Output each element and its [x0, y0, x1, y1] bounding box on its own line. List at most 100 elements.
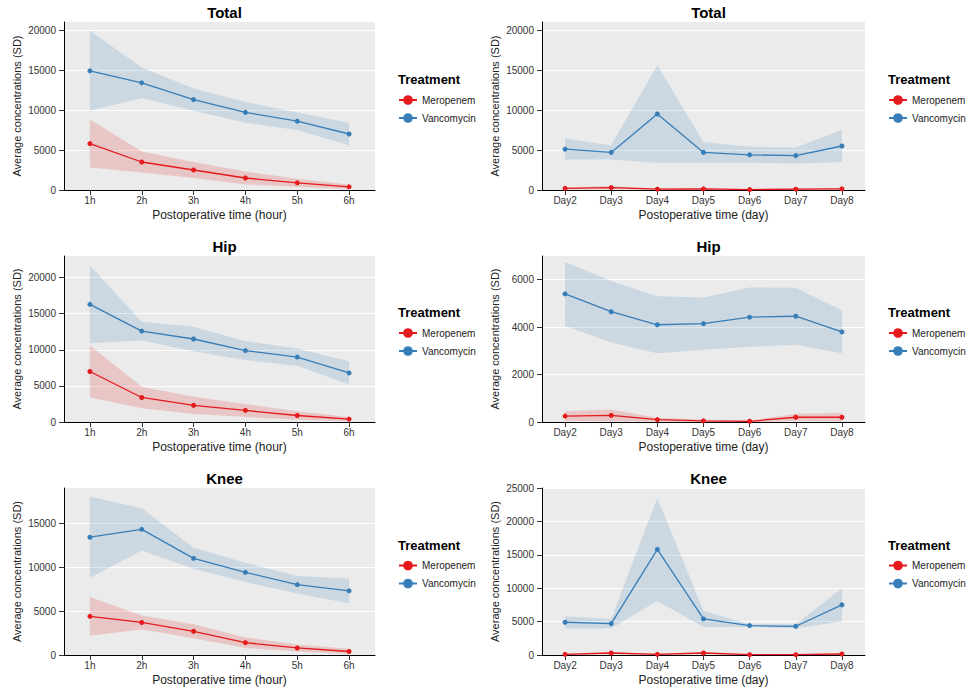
svg-text:Vancomycin: Vancomycin [912, 113, 966, 124]
svg-text:Day5: Day5 [692, 427, 716, 438]
svg-text:15000: 15000 [28, 65, 56, 76]
svg-text:0: 0 [528, 185, 534, 196]
svg-text:Knee: Knee [206, 470, 243, 487]
svg-text:Vancomycin: Vancomycin [422, 578, 476, 589]
svg-text:5h: 5h [292, 195, 303, 206]
svg-text:5000: 5000 [34, 145, 57, 156]
svg-text:3h: 3h [188, 427, 199, 438]
svg-text:Average concentrations (SD): Average concentrations (SD) [489, 501, 501, 642]
svg-text:1h: 1h [84, 427, 95, 438]
svg-text:Hip: Hip [212, 238, 236, 255]
svg-text:0: 0 [528, 650, 534, 661]
svg-text:Meropenem: Meropenem [912, 560, 965, 571]
svg-text:Average concentrations (SD): Average concentrations (SD) [489, 35, 501, 176]
svg-text:15000: 15000 [506, 65, 534, 76]
svg-text:6000: 6000 [512, 274, 535, 285]
svg-text:5000: 5000 [512, 616, 535, 627]
svg-text:1h: 1h [84, 660, 95, 671]
svg-text:Hip: Hip [696, 238, 720, 255]
svg-text:Day6: Day6 [738, 195, 762, 206]
svg-text:0: 0 [528, 417, 534, 428]
svg-text:2h: 2h [136, 195, 147, 206]
svg-text:Day8: Day8 [830, 195, 854, 206]
svg-text:Vancomycin: Vancomycin [912, 346, 966, 357]
svg-text:5h: 5h [292, 660, 303, 671]
svg-text:Day8: Day8 [830, 660, 854, 671]
svg-text:Day3: Day3 [600, 195, 624, 206]
svg-text:Day4: Day4 [646, 660, 670, 671]
svg-text:Day3: Day3 [600, 660, 624, 671]
svg-text:Total: Total [691, 4, 726, 21]
svg-text:5000: 5000 [34, 606, 57, 617]
svg-text:Treatment: Treatment [888, 72, 951, 87]
svg-text:Meropenem: Meropenem [912, 328, 965, 339]
svg-text:15000: 15000 [28, 518, 56, 529]
svg-text:Day8: Day8 [830, 427, 854, 438]
svg-text:20000: 20000 [28, 272, 56, 283]
svg-text:Average concentrations (SD): Average concentrations (SD) [489, 268, 501, 409]
svg-text:Day5: Day5 [692, 660, 716, 671]
svg-text:Day2: Day2 [553, 660, 577, 671]
svg-text:Meropenem: Meropenem [422, 95, 475, 106]
svg-text:2h: 2h [136, 427, 147, 438]
svg-text:Average concentrations (SD): Average concentrations (SD) [11, 35, 23, 176]
svg-text:Day6: Day6 [738, 660, 762, 671]
svg-text:Vancomycin: Vancomycin [422, 113, 476, 124]
svg-text:6h: 6h [344, 427, 355, 438]
svg-text:Meropenem: Meropenem [912, 95, 965, 106]
svg-text:Average concentrations (SD): Average concentrations (SD) [11, 501, 23, 642]
svg-text:4h: 4h [240, 660, 251, 671]
svg-text:Meropenem: Meropenem [422, 328, 475, 339]
svg-text:Day4: Day4 [646, 427, 670, 438]
svg-text:Day6: Day6 [738, 427, 762, 438]
svg-text:Knee: Knee [690, 470, 727, 487]
svg-text:Treatment: Treatment [398, 305, 461, 320]
svg-text:Treatment: Treatment [398, 72, 461, 87]
svg-text:Postoperative time (day): Postoperative time (day) [638, 208, 768, 222]
svg-text:10000: 10000 [506, 105, 534, 116]
svg-text:3h: 3h [188, 195, 199, 206]
svg-text:15000: 15000 [506, 549, 534, 560]
svg-text:1h: 1h [84, 195, 95, 206]
svg-text:10000: 10000 [28, 344, 56, 355]
svg-text:Day7: Day7 [784, 427, 808, 438]
svg-text:Vancomycin: Vancomycin [422, 346, 476, 357]
svg-text:5000: 5000 [34, 380, 57, 391]
svg-text:Postoperative time (hour): Postoperative time (hour) [152, 208, 287, 222]
svg-text:Postoperative time (hour): Postoperative time (hour) [152, 440, 287, 454]
svg-text:Day5: Day5 [692, 195, 716, 206]
svg-text:6h: 6h [344, 195, 355, 206]
svg-text:10000: 10000 [28, 562, 56, 573]
svg-text:20000: 20000 [28, 25, 56, 36]
svg-text:Postoperative time (day): Postoperative time (day) [638, 673, 768, 687]
svg-text:4000: 4000 [512, 322, 535, 333]
svg-text:Treatment: Treatment [398, 538, 461, 553]
svg-text:Average concentrations (SD): Average concentrations (SD) [11, 268, 23, 409]
svg-text:5000: 5000 [512, 145, 535, 156]
svg-text:Day7: Day7 [784, 195, 808, 206]
svg-text:Day4: Day4 [646, 195, 670, 206]
svg-text:6h: 6h [344, 660, 355, 671]
svg-text:Treatment: Treatment [888, 538, 951, 553]
svg-text:3h: 3h [188, 660, 199, 671]
svg-text:Meropenem: Meropenem [422, 560, 475, 571]
svg-text:20000: 20000 [506, 516, 534, 527]
svg-text:4h: 4h [240, 427, 251, 438]
svg-text:0: 0 [50, 185, 56, 196]
svg-text:Treatment: Treatment [888, 305, 951, 320]
svg-text:Total: Total [207, 4, 242, 21]
svg-text:25000: 25000 [506, 483, 534, 494]
svg-text:0: 0 [50, 417, 56, 428]
svg-text:10000: 10000 [506, 583, 534, 594]
svg-text:Postoperative time (hour): Postoperative time (hour) [152, 673, 287, 687]
svg-text:20000: 20000 [506, 25, 534, 36]
svg-text:4h: 4h [240, 195, 251, 206]
svg-text:Day2: Day2 [553, 195, 577, 206]
svg-text:Postoperative time (day): Postoperative time (day) [638, 440, 768, 454]
svg-text:Day3: Day3 [600, 427, 624, 438]
svg-text:0: 0 [50, 650, 56, 661]
svg-text:Day7: Day7 [784, 660, 808, 671]
svg-text:10000: 10000 [28, 105, 56, 116]
svg-text:15000: 15000 [28, 308, 56, 319]
svg-text:2000: 2000 [512, 369, 535, 380]
